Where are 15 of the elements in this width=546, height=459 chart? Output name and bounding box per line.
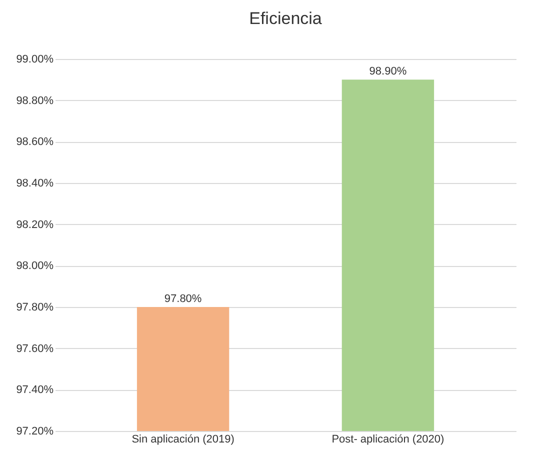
y-tick-label: 98.40% [16,178,54,190]
y-tick-label: 97.80% [16,302,54,314]
y-tick-label: 97.40% [16,384,54,396]
data-label: 98.90% [369,66,407,78]
y-tick-label: 97.60% [16,342,54,355]
y-tick-label: 98.20% [16,218,54,231]
data-label: 97.80% [164,293,202,305]
x-tick-label: Post- aplicación (2020) [332,434,444,446]
y-tick-label: 98.00% [16,260,54,272]
y-tick-label: 99.00% [16,54,54,66]
y-tick-label: 97.20% [16,426,54,438]
y-tick-label: 98.60% [16,136,54,148]
y-tick-label: 98.80% [16,94,54,107]
chart-title: Eficiencia [249,9,322,28]
x-tick-label: Sin aplicación (2019) [132,434,234,446]
